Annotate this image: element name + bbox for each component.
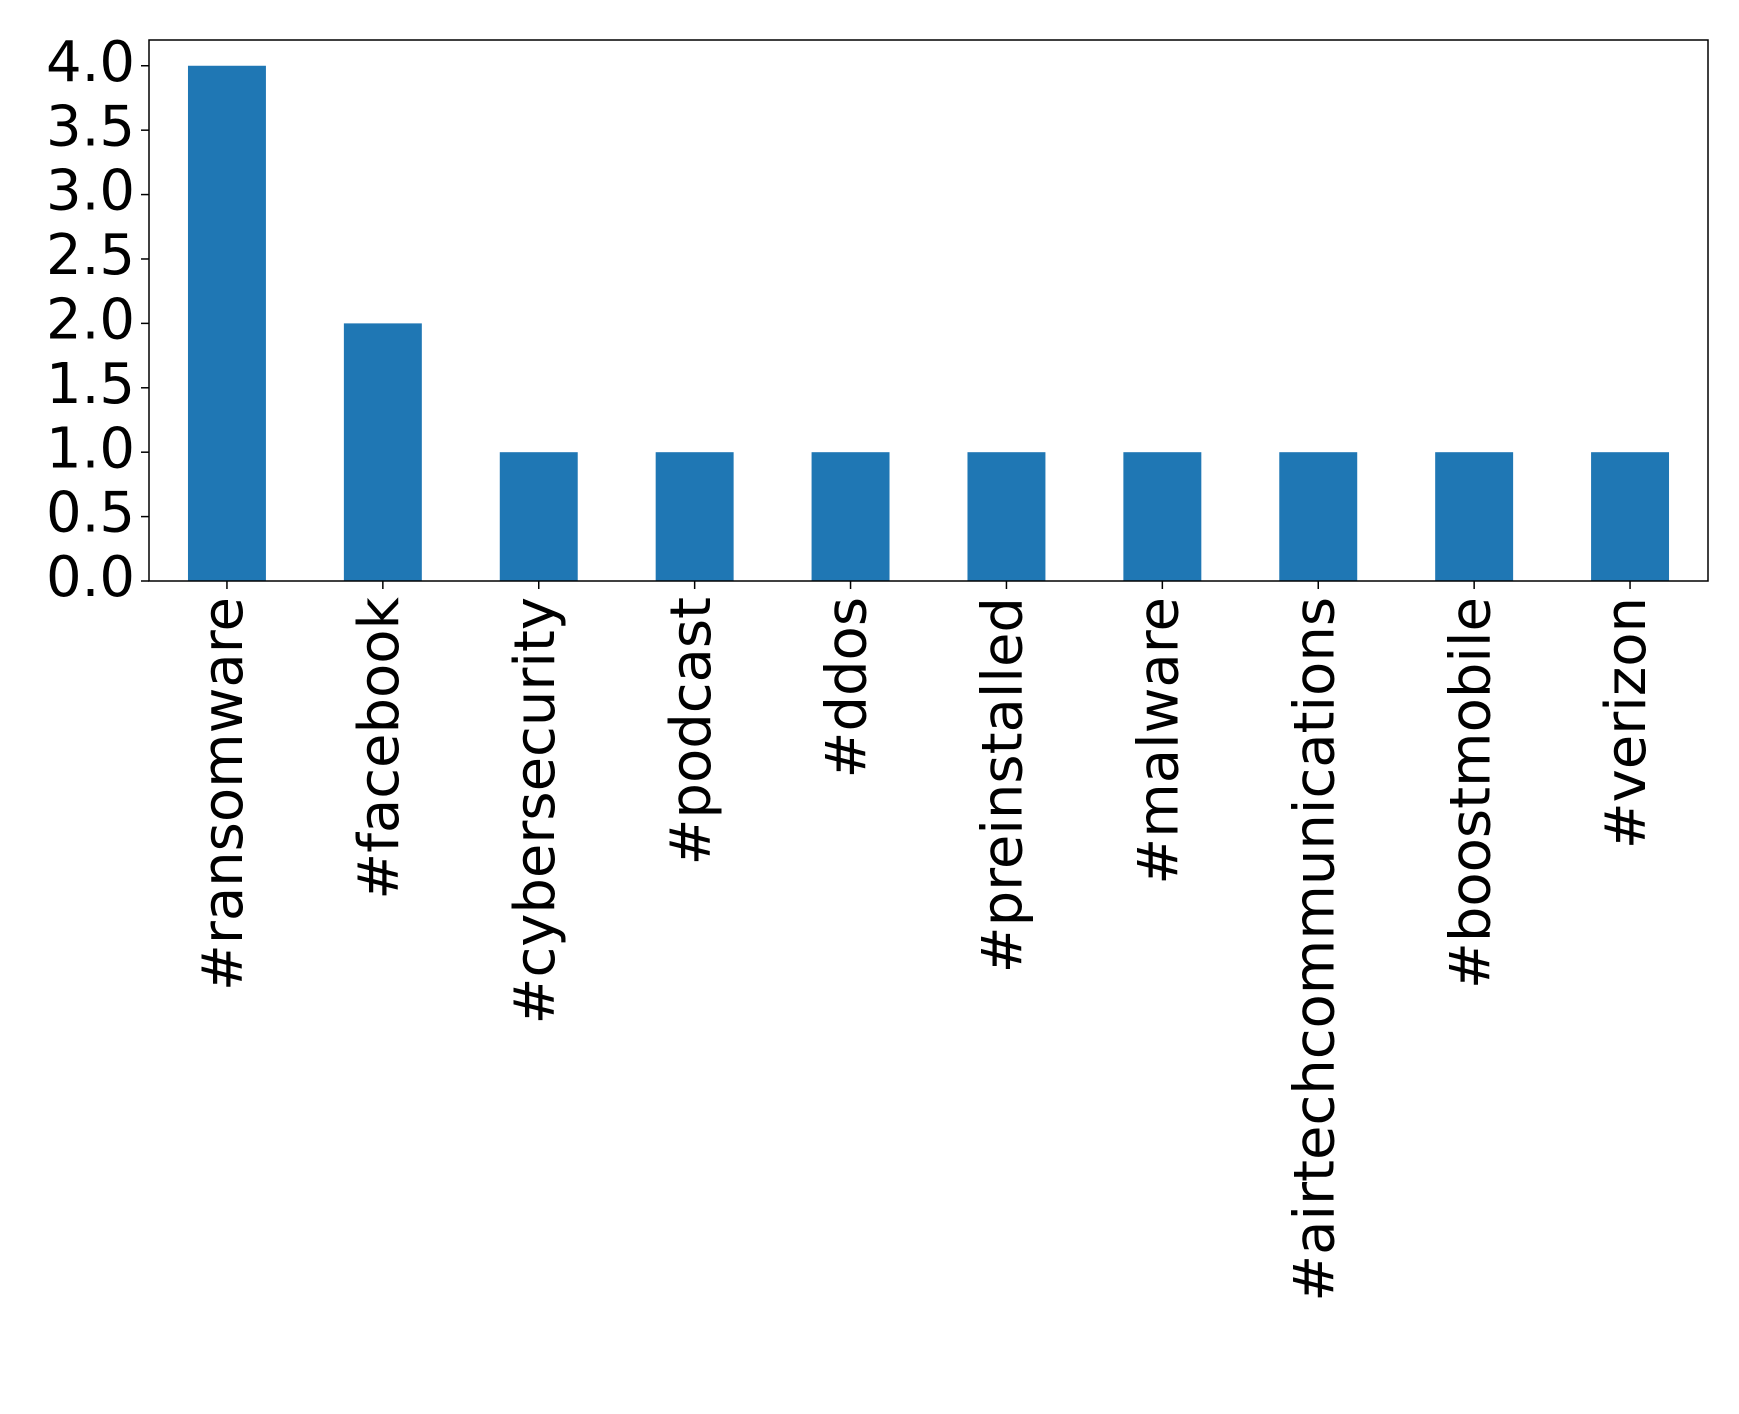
- y-tick-label: 3.0: [46, 159, 135, 224]
- y-tick-label: 0.0: [46, 545, 135, 610]
- bar: [343, 323, 422, 581]
- x-tick-label: #boostmobile: [1438, 597, 1503, 989]
- bar: [811, 452, 890, 581]
- y-tick-label: 2.5: [46, 223, 135, 288]
- plot-frame: [148, 39, 1709, 582]
- bar: [1279, 452, 1358, 581]
- x-tick-label: #ddos: [815, 597, 880, 778]
- y-tick-label: 1.5: [46, 352, 135, 417]
- bar: [655, 452, 734, 581]
- x-tick-label: #ransomware: [191, 597, 256, 991]
- bar: [1123, 452, 1202, 581]
- x-tick-label: #preinstalled: [971, 597, 1036, 973]
- bar: [499, 452, 578, 581]
- x-tick-label: #malware: [1126, 597, 1191, 885]
- x-tick-label: #airtechcommunications: [1282, 597, 1347, 1302]
- bar: [1591, 452, 1670, 581]
- bar: [967, 452, 1046, 581]
- y-tick-label: 0.5: [46, 481, 135, 546]
- bar: [1435, 452, 1514, 581]
- y-tick-label: 3.5: [46, 94, 135, 159]
- y-tick-label: 1.0: [46, 416, 135, 481]
- bar: [187, 65, 266, 581]
- y-tick-label: 2.0: [46, 288, 135, 353]
- x-tick-label: #verizon: [1594, 597, 1659, 849]
- x-tick-label: #facebook: [347, 596, 412, 899]
- x-tick-label: #podcast: [659, 597, 724, 866]
- x-tick-label: #cybersecurity: [503, 597, 568, 1024]
- y-tick-label: 4.0: [46, 30, 135, 95]
